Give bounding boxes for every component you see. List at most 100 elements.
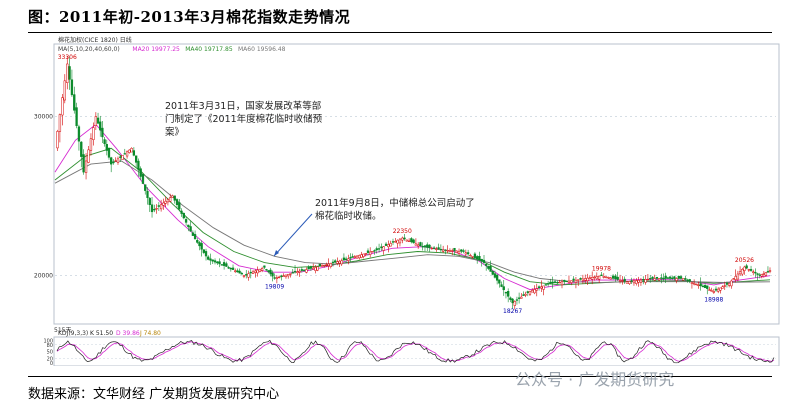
candle-body (323, 264, 326, 267)
y-axis: 30000 20000 (34, 113, 776, 279)
candle-body (134, 155, 138, 163)
candle-body (305, 269, 308, 273)
candle-body (155, 208, 158, 210)
candle-body (719, 287, 722, 291)
candle-body (618, 279, 622, 282)
candle-body (184, 219, 188, 223)
candle-body (460, 249, 463, 252)
candle-body (284, 274, 288, 278)
candle-body (628, 281, 631, 285)
candle-body (591, 277, 594, 280)
candle-body (625, 281, 629, 284)
candle-body (485, 263, 488, 266)
candle-body (410, 238, 413, 243)
candle-body (414, 243, 418, 246)
candle-body (546, 283, 550, 285)
candle-body (75, 107, 78, 126)
candle-body (604, 276, 608, 278)
candle-body (236, 270, 239, 273)
kdj-panel (53, 336, 780, 366)
candle-body (325, 264, 328, 266)
candle-body (187, 224, 190, 228)
candle-body (666, 277, 670, 279)
kdj-d-value: D 39.86 (116, 330, 140, 337)
candle-body (229, 267, 232, 270)
candle-body (137, 160, 140, 170)
candle-body (714, 288, 718, 291)
candle-body (553, 281, 557, 283)
candle-body (146, 191, 149, 198)
annotation-1: 2011年3月31日，国家发展改革等部 门制定了《2011年度棉花临时收储预 案… (165, 100, 323, 138)
candle-body (662, 277, 665, 280)
candle-body (347, 258, 350, 261)
candle-body (171, 195, 174, 198)
point-label: 22350 (393, 228, 412, 235)
candle-body (344, 258, 348, 260)
candle-body (563, 279, 566, 282)
candle-body (567, 280, 571, 283)
candle-body (630, 280, 633, 282)
candle-body (473, 253, 477, 258)
candle-body (407, 240, 411, 242)
source-rule (28, 376, 772, 377)
candle-body (533, 289, 536, 294)
candle-body (528, 290, 532, 295)
candle-body (196, 240, 199, 243)
candle-body (540, 286, 543, 289)
candle-body (572, 278, 575, 281)
candle-body (56, 131, 59, 149)
candle-body (401, 237, 404, 241)
annotation-1-line-3: 案》 (165, 126, 184, 138)
candle-body (144, 184, 147, 191)
candle-body (684, 278, 687, 280)
candle-body (258, 268, 262, 272)
candle-body (121, 155, 124, 160)
candle-body (387, 244, 390, 248)
candle-body (204, 251, 208, 257)
candle-body (482, 259, 486, 263)
candle-body (336, 261, 339, 264)
candle-body (560, 281, 564, 286)
candle-body (216, 261, 219, 264)
candle-body (708, 289, 711, 291)
candle-body (471, 256, 474, 258)
candle-body (593, 276, 596, 278)
candle-body (273, 277, 276, 279)
candle-body (417, 244, 420, 247)
candle-body (721, 286, 724, 289)
candle-body (77, 126, 81, 142)
candle-body (743, 266, 746, 271)
candle-body (403, 237, 406, 240)
candle-body (507, 291, 510, 297)
kdj-k-value: K 51.50 (90, 330, 113, 337)
candle-body (426, 244, 429, 248)
candle-body (439, 248, 443, 251)
candle-body (373, 250, 376, 252)
candle-body (369, 251, 372, 255)
kdj-tick-label: 20 (47, 356, 53, 362)
candle-body (364, 253, 367, 255)
candle-body (513, 301, 516, 306)
candle-body (699, 283, 702, 287)
candle-body (451, 250, 454, 252)
candle-body (597, 275, 601, 280)
candle-body (673, 276, 676, 279)
candle-body (200, 243, 203, 250)
candle-body (240, 272, 243, 275)
kdj-k-line (56, 339, 775, 364)
candle-body (480, 258, 483, 262)
candle-body (166, 199, 170, 203)
candle-body (396, 239, 399, 244)
candle-body (632, 280, 636, 284)
candle-body (405, 239, 408, 242)
chart-header: 棉花加权(CICE 1820) 日线 (58, 36, 132, 44)
price-panel (53, 43, 780, 325)
candle-body (639, 279, 643, 283)
candle-body (300, 269, 303, 271)
kdj-tick-label: 80 (47, 343, 53, 349)
candle-body (504, 291, 508, 294)
candle-body (657, 278, 661, 281)
title-rule (28, 32, 772, 33)
candle-body (586, 277, 589, 281)
candle-body (251, 271, 255, 275)
